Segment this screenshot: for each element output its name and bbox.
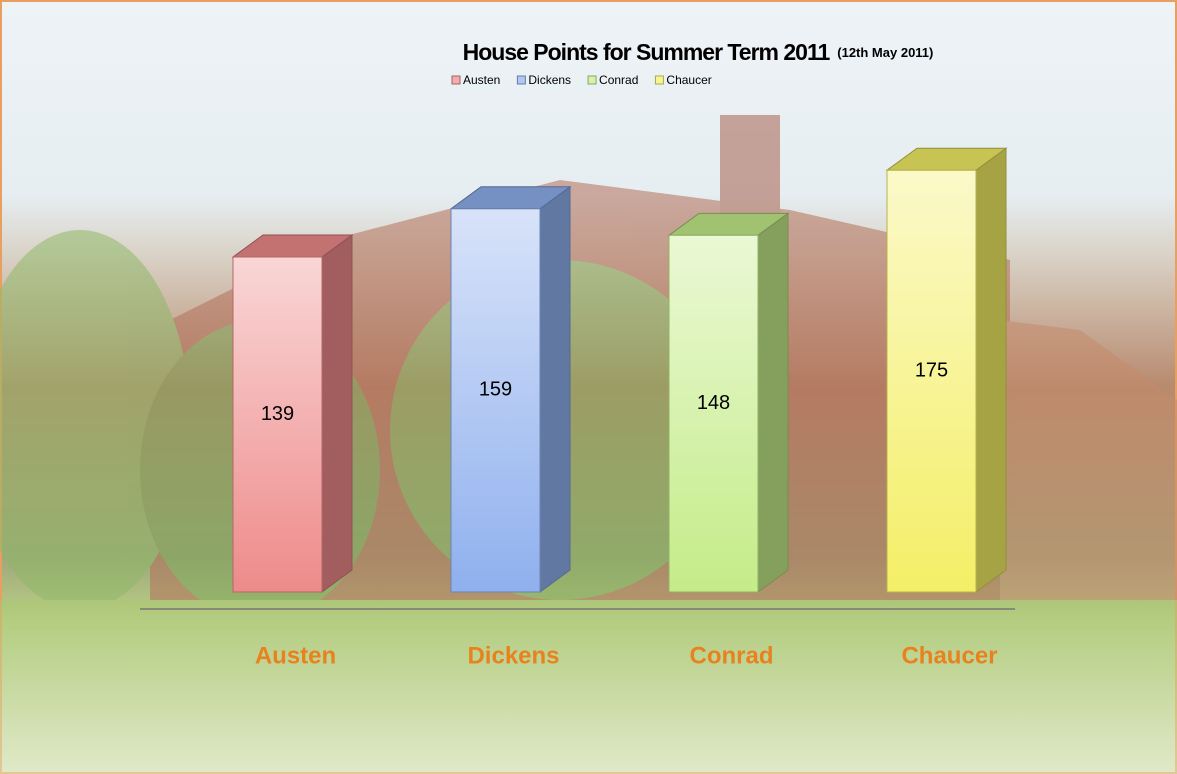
legend-swatch bbox=[517, 76, 525, 84]
legend-label: Austen bbox=[463, 73, 500, 87]
data-label: 159 bbox=[479, 379, 512, 401]
lawn bbox=[0, 600, 1177, 774]
subtitle: (12th May 2011) bbox=[837, 45, 933, 60]
x-tick-label: Chaucer bbox=[901, 642, 997, 669]
legend-swatch bbox=[655, 76, 663, 84]
data-label: 139 bbox=[261, 403, 294, 425]
legend-swatch bbox=[588, 76, 596, 84]
bar-side bbox=[540, 187, 570, 592]
legend-swatch bbox=[452, 76, 460, 84]
bar-side bbox=[758, 213, 788, 592]
data-label: 175 bbox=[915, 359, 948, 381]
bar-side bbox=[976, 148, 1006, 592]
chimney bbox=[720, 115, 780, 215]
x-tick-label: Austen bbox=[255, 642, 336, 669]
data-label: 148 bbox=[697, 392, 730, 414]
title: House Points for Summer Term 2011 bbox=[463, 39, 831, 65]
legend-label: Dickens bbox=[528, 73, 571, 87]
x-tick-label: Dickens bbox=[467, 642, 559, 669]
legend-label: Chaucer bbox=[666, 73, 711, 87]
page: {"chart_data": {"type": "bar3d", "title"… bbox=[0, 0, 1177, 774]
legend-label: Conrad bbox=[599, 73, 638, 87]
chart: House Points for Summer Term 2011 (12th M… bbox=[0, 0, 1177, 774]
bar-side bbox=[322, 235, 352, 592]
x-tick-label: Conrad bbox=[690, 642, 774, 669]
